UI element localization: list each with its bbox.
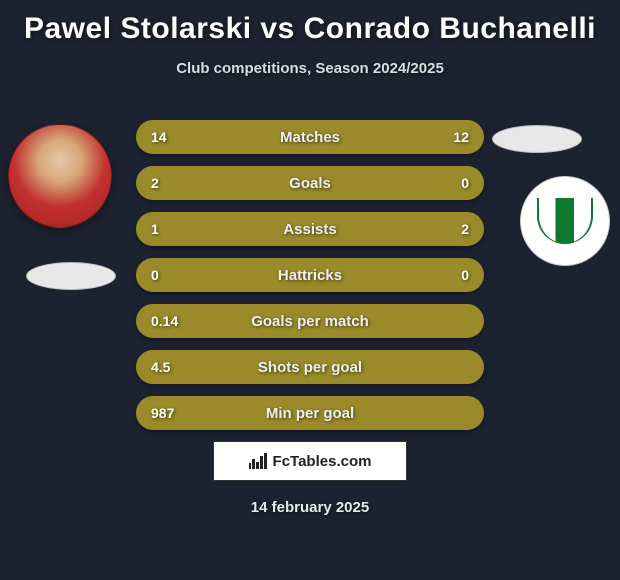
stat-label: Hattricks [137, 267, 483, 284]
stat-left-value: 0 [151, 267, 159, 283]
stats-panel: 14 Matches 12 2 Goals 0 1 Assists 2 0 Ha… [136, 120, 484, 442]
stat-label: Min per goal [137, 405, 483, 422]
stat-row-assists: 1 Assists 2 [136, 212, 484, 246]
stat-label: Goals [137, 175, 483, 192]
stat-left-value: 4.5 [151, 359, 170, 375]
stat-left-value: 1 [151, 221, 159, 237]
stat-label: Assists [137, 221, 483, 238]
stat-row-goals-per-match: 0.14 Goals per match [136, 304, 484, 338]
stat-right-value: 0 [461, 175, 469, 191]
stat-left-value: 987 [151, 405, 174, 421]
stat-right-value: 0 [461, 267, 469, 283]
stat-row-matches: 14 Matches 12 [136, 120, 484, 154]
player-left-ellipse [26, 262, 116, 290]
player-left-avatar [8, 124, 112, 228]
subtitle: Club competitions, Season 2024/2025 [0, 60, 620, 77]
stat-left-value: 14 [151, 129, 167, 145]
stat-label: Shots per goal [137, 359, 483, 376]
stat-row-hattricks: 0 Hattricks 0 [136, 258, 484, 292]
player-right-avatar [520, 176, 610, 266]
stat-row-goals: 2 Goals 0 [136, 166, 484, 200]
club-badge-icon [537, 198, 593, 244]
page-title: Pawel Stolarski vs Conrado Buchanelli [0, 0, 620, 46]
stat-right-value: 12 [453, 129, 469, 145]
stat-label: Goals per match [137, 313, 483, 330]
date-label: 14 february 2025 [0, 499, 620, 516]
stat-label: Matches [137, 129, 483, 146]
stat-left-value: 2 [151, 175, 159, 191]
branding-text: FcTables.com [273, 453, 372, 470]
bar-chart-icon [249, 453, 267, 469]
stat-row-shots-per-goal: 4.5 Shots per goal [136, 350, 484, 384]
branding-badge[interactable]: FcTables.com [213, 441, 407, 481]
stat-row-min-per-goal: 987 Min per goal [136, 396, 484, 430]
player-right-ellipse [492, 125, 582, 153]
stat-left-value: 0.14 [151, 313, 178, 329]
stat-right-value: 2 [461, 221, 469, 237]
